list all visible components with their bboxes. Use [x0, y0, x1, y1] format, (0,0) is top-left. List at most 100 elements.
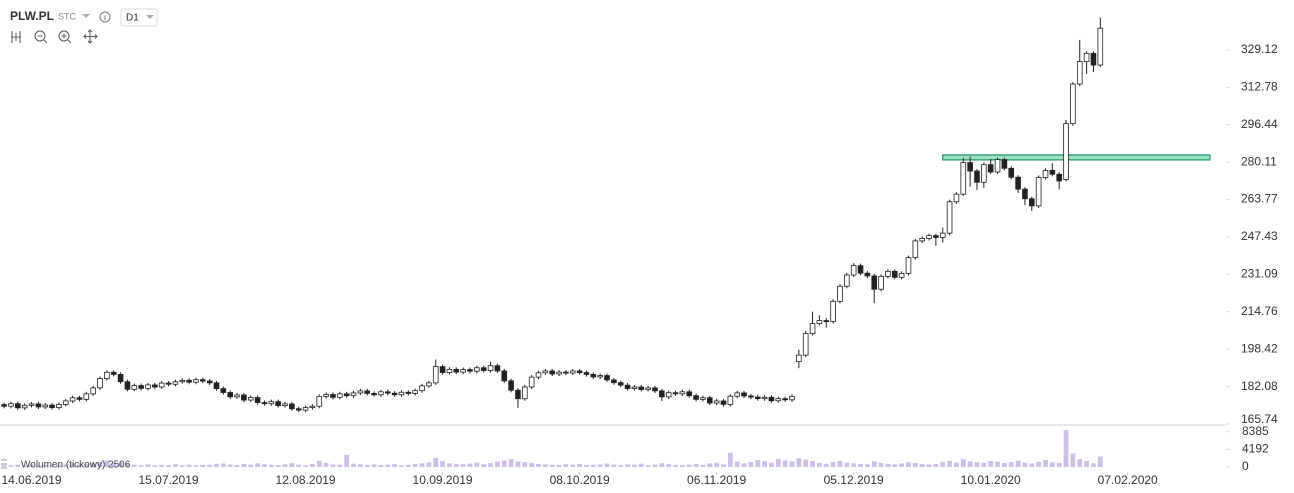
candle-body	[487, 365, 494, 371]
candle-body	[282, 403, 288, 406]
axes: 165.74 182.08 198.42 214.76 231.09 247.43 263.…	[1, 42, 1278, 487]
volume-bar	[906, 462, 911, 467]
volume-bar	[186, 464, 192, 467]
candle-body	[802, 333, 809, 356]
y-tick-label: 231.09	[1241, 267, 1278, 281]
candle-body	[220, 388, 227, 393]
candle-body	[1015, 176, 1021, 190]
candle-body	[131, 385, 138, 390]
candle-body	[480, 367, 487, 371]
interval: D1	[126, 13, 139, 24]
candle-body	[227, 392, 233, 398]
volume-bar	[686, 464, 692, 467]
candle-body	[823, 320, 830, 322]
volume-bar	[316, 460, 322, 467]
candle-body	[186, 379, 192, 383]
candle-body	[576, 370, 583, 373]
volume-bar	[810, 461, 815, 467]
volume-bar	[172, 464, 178, 467]
candle-body	[987, 164, 994, 173]
candle-body	[261, 402, 268, 405]
volume-bar	[1008, 462, 1014, 467]
y-tick-label: 165.74	[1241, 412, 1278, 426]
candle-body	[1049, 169, 1056, 175]
volume-bar	[49, 465, 55, 467]
volume-bar	[597, 464, 603, 467]
volume-bar	[1036, 461, 1042, 467]
volume-bar	[255, 463, 261, 467]
y-tick-label: 280.11	[1241, 154, 1277, 168]
volume-bar	[864, 464, 870, 467]
zoom-in-icon[interactable]	[58, 30, 70, 42]
candle-body	[515, 389, 521, 400]
volume-bar	[303, 465, 308, 467]
volume-bar	[755, 460, 761, 467]
volume-bar	[159, 464, 165, 467]
candle-body	[42, 404, 49, 408]
candle-body	[713, 400, 720, 404]
info-icon[interactable]	[99, 11, 111, 23]
volume-bar	[433, 457, 439, 467]
candle-body	[672, 392, 679, 395]
volume-bar	[878, 462, 884, 467]
candle-body	[1083, 52, 1090, 62]
candle-body	[234, 394, 240, 398]
volume-bar	[652, 464, 658, 467]
candle-body	[357, 390, 364, 394]
dropdown-arrow[interactable]	[82, 14, 90, 18]
candle-body	[254, 397, 261, 403]
y-tick-label: 296.44	[1241, 117, 1278, 131]
volume-bar	[77, 464, 82, 467]
y-tick-label: 214.76	[1241, 304, 1278, 318]
volume-bar	[858, 463, 863, 467]
candle-body	[213, 382, 220, 389]
chart-type-icon[interactable]	[11, 31, 21, 43]
candle-body	[35, 403, 42, 408]
candle-body	[21, 404, 28, 409]
candle-body	[1028, 198, 1035, 207]
volume-bar	[714, 462, 720, 467]
candle-body	[15, 403, 21, 409]
candle-body	[522, 386, 528, 400]
candle-body	[378, 391, 384, 396]
y-tick-label: 182.08	[1241, 379, 1278, 393]
interval-select[interactable]	[120, 8, 158, 27]
candle-body	[145, 384, 151, 389]
volume-bar	[371, 464, 377, 467]
candle-body	[302, 407, 309, 411]
volume-bar	[632, 464, 637, 467]
volume-bar	[1022, 462, 1028, 467]
volume-bar	[789, 461, 795, 467]
candle-body	[939, 232, 946, 238]
candle-body	[542, 370, 549, 374]
volume-bar	[604, 463, 610, 467]
pan-icon[interactable]	[83, 29, 98, 44]
candle-body	[659, 390, 665, 398]
volume-bar	[364, 464, 370, 467]
volume-bar	[282, 464, 288, 467]
candle-body	[727, 395, 734, 405]
x-tick-label: 15.07.2019	[139, 473, 199, 487]
volume-bar	[892, 464, 898, 467]
candle-body	[165, 382, 172, 385]
volume-bar	[851, 463, 857, 467]
candle-body	[110, 371, 117, 375]
volume-bar	[323, 462, 329, 467]
candle-body	[268, 401, 275, 405]
candle-body	[830, 300, 836, 322]
volume-bar	[378, 464, 384, 467]
volume-bar	[645, 465, 651, 467]
candle-body	[837, 285, 843, 302]
volume-bar	[741, 463, 747, 467]
volume-bar	[234, 464, 240, 467]
candle-body	[789, 395, 795, 401]
volume-bar	[933, 463, 939, 467]
candle-body	[569, 370, 576, 374]
volume-bar	[405, 464, 411, 467]
candle-body	[124, 381, 131, 390]
candle-body	[241, 394, 247, 401]
zoom-out-icon[interactable]	[34, 30, 46, 42]
volume-tick-label: 0	[1242, 459, 1249, 473]
volume-bar	[296, 464, 302, 467]
